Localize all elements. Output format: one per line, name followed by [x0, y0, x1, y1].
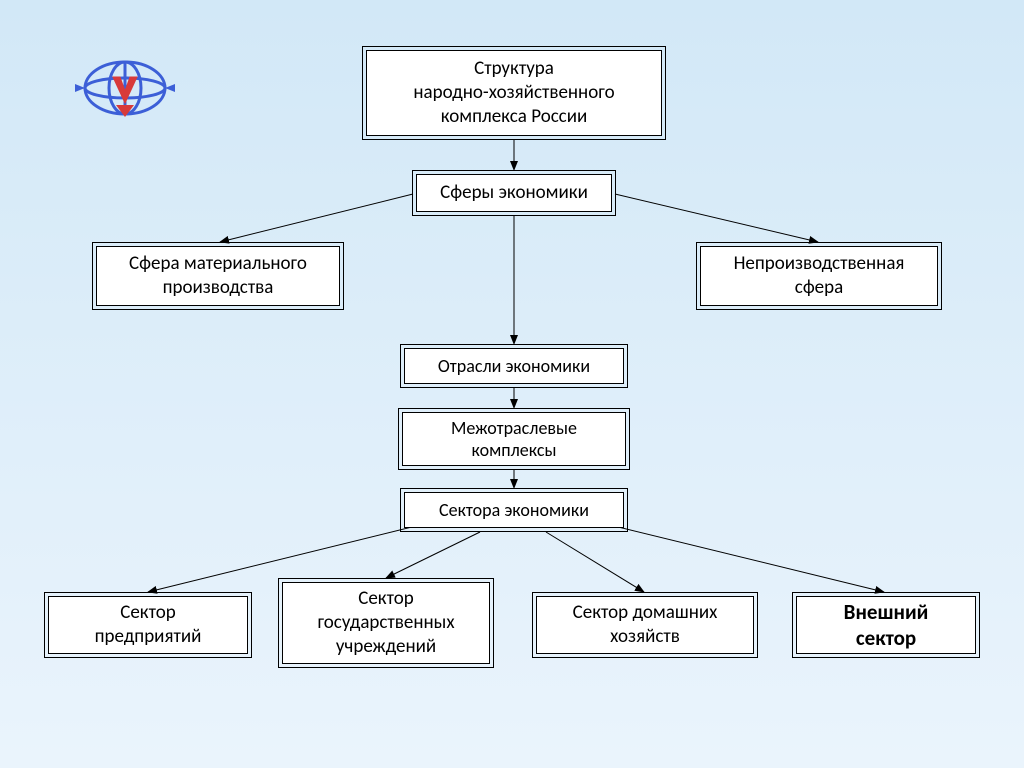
node-branches: Отрасли экономики: [404, 348, 624, 384]
node-nonprod: Непроизводственнаясфера: [700, 246, 938, 306]
node-inter: Межотраслевыекомплексы: [402, 412, 626, 466]
node-label: Отрасли экономики: [438, 355, 590, 378]
node-label: Сектора экономики: [439, 499, 589, 522]
logo-emblem: [70, 55, 180, 125]
globe-icon: [75, 62, 175, 117]
node-label: Секторпредприятий: [95, 601, 202, 649]
node-material: Сфера материальногопроизводства: [96, 246, 340, 306]
node-label: Сектор домашниххозяйств: [573, 601, 718, 649]
node-gov: Секторгосударственныхучреждений: [282, 582, 490, 664]
node-label: Сферы экономики: [440, 181, 588, 205]
node-external: Внешнийсектор: [796, 596, 976, 654]
node-label: Сфера материальногопроизводства: [129, 252, 307, 300]
node-label: Внешнийсектор: [844, 599, 929, 652]
node-household: Сектор домашниххозяйств: [536, 596, 754, 654]
node-enterpr: Секторпредприятий: [48, 596, 248, 654]
node-spheres: Сферы экономики: [416, 174, 612, 212]
node-label: Секторгосударственныхучреждений: [317, 587, 454, 658]
node-label: Структуранародно-хозяйственногокомплекса…: [413, 57, 614, 128]
node-sectors: Сектора экономики: [404, 492, 624, 528]
node-label: Межотраслевыекомплексы: [451, 417, 577, 462]
node-root: Структуранародно-хозяйственногокомплекса…: [366, 50, 662, 136]
node-label: Непроизводственнаясфера: [734, 252, 905, 300]
